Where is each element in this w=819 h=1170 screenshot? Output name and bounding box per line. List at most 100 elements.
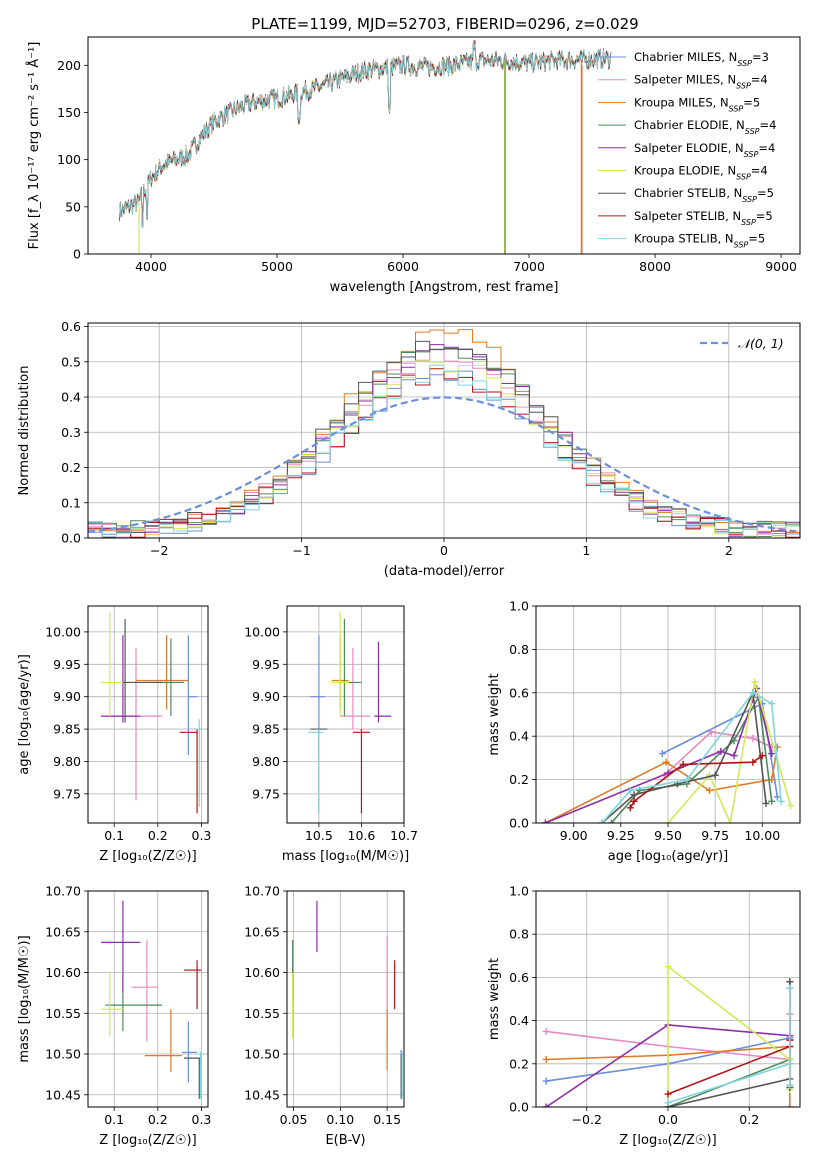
y-tick-label: 0.8 — [509, 927, 529, 942]
y-tick-label: 10.60 — [244, 965, 280, 980]
x-axis-label: E(B-V) — [325, 1133, 365, 1148]
y-tick-label: 1.0 — [509, 599, 529, 614]
weight-line — [601, 689, 767, 823]
y-tick-label: 150 — [57, 105, 81, 120]
plot-area — [542, 963, 794, 1107]
x-tick-label: 7000 — [513, 259, 545, 274]
y-tick-label: 10.70 — [45, 884, 81, 899]
y-axis-label: Flux [f_λ 10⁻¹⁷ erg cm⁻² s⁻¹ Å⁻¹] — [26, 42, 42, 250]
y-tick-label: 0.2 — [509, 772, 529, 787]
axes-frame — [535, 890, 801, 1108]
x-tick-label: 9.00 — [560, 828, 588, 843]
y-axis-label: mass weight — [487, 958, 502, 1040]
legend-label: Kroupa ELODIE, NSSP=4 — [634, 164, 768, 182]
weight-marker — [768, 700, 776, 708]
plot-area — [292, 900, 403, 1099]
y-tick-label: 0.0 — [509, 816, 529, 831]
spectrum-line — [119, 39, 612, 228]
residual-histogram — [88, 364, 800, 538]
weight-marker — [786, 1081, 794, 1089]
x-tick-label: 1 — [582, 543, 590, 558]
x-tick-label: 0.1 — [104, 828, 124, 843]
x-tick-label: 0 — [440, 543, 448, 558]
y-tick-label: 0.2 — [61, 460, 81, 475]
panel-z-vs-mass: 0.1 0.2 0.3 10.45 10.50 10.55 10.60 10.65 10.70 Z… — [17, 884, 211, 1149]
weight-marker — [542, 1077, 550, 1085]
axes-frame — [286, 605, 405, 824]
y-tick-label: 0.0 — [509, 1100, 529, 1115]
plot-area — [101, 612, 202, 814]
panel-age-vs-weight: 9.00 9.25 9.50 9.75 10.00 0.0 0.2 0.4 0.6 0.8 1.0 a… — [487, 599, 801, 864]
weight-marker — [768, 750, 776, 758]
x-tick-label: 0.3 — [192, 1112, 212, 1127]
panel-z-vs-age: 0.1 0.2 0.3 9.75 9.80 9.85 9.90 9.95 10.00 Z [log… — [17, 605, 212, 864]
y-tick-label: 0.3 — [61, 425, 81, 440]
y-tick-label: 9.80 — [53, 754, 81, 769]
y-axis-label: mass weight — [487, 673, 502, 755]
x-tick-label: 10.5 — [305, 828, 333, 843]
weight-marker — [658, 750, 666, 758]
y-tick-label: 10.50 — [45, 1047, 81, 1062]
axes-frame — [286, 890, 405, 1108]
y-axis-label: age [log₁₀(age/yr)] — [17, 654, 32, 775]
x-tick-label: 0.05 — [280, 1112, 308, 1127]
axes-frame — [535, 605, 801, 824]
x-tick-label: 0.3 — [192, 828, 212, 843]
weight-line — [667, 981, 791, 1107]
y-tick-label: 10.65 — [244, 924, 280, 939]
weight-marker — [749, 758, 757, 766]
gaussian-reference — [88, 396, 800, 533]
y-tick-label: 0.4 — [509, 1013, 529, 1028]
weight-marker — [607, 819, 615, 823]
plot-area — [308, 612, 392, 814]
y-tick-label: 10.55 — [45, 1006, 81, 1021]
weight-marker — [541, 819, 549, 823]
legend-label: 𝒩(0, 1) — [738, 336, 784, 351]
weight-marker — [730, 752, 738, 760]
weight-line — [610, 694, 773, 823]
weight-marker — [726, 819, 734, 823]
plot-area — [101, 900, 204, 1099]
y-tick-label: 10.70 — [244, 884, 280, 899]
x-tick-label: 10.7 — [390, 828, 418, 843]
x-tick-label: 9.50 — [654, 828, 682, 843]
x-tick-label: −0.2 — [572, 1112, 602, 1127]
y-tick-label: 10.00 — [45, 624, 81, 639]
x-tick-label: 9.25 — [607, 828, 635, 843]
plot-area — [541, 678, 795, 823]
x-tick-label: −2 — [150, 543, 168, 558]
weight-marker — [786, 1060, 794, 1068]
weight-marker — [664, 963, 672, 971]
x-tick-label: 9.75 — [701, 828, 729, 843]
y-tick-label: 10.55 — [244, 1006, 280, 1021]
weight-line — [667, 681, 792, 823]
axes-frame — [87, 36, 801, 255]
weight-marker — [705, 786, 713, 794]
weight-line — [545, 685, 773, 823]
y-tick-label: 0.1 — [61, 495, 81, 510]
y-tick-label: 10.50 — [244, 1047, 280, 1062]
x-tick-label: 0.2 — [148, 828, 168, 843]
y-tick-label: 0.2 — [509, 1056, 529, 1071]
weight-marker — [751, 678, 759, 686]
y-tick-label: 9.90 — [53, 689, 81, 704]
weight-marker — [679, 760, 687, 768]
panel-mass-vs-age: 10.5 10.6 10.7 9.75 9.80 9.85 9.90 9.95 10.00 mas… — [244, 605, 418, 864]
y-tick-label: 10.45 — [244, 1087, 280, 1102]
weight-marker — [598, 819, 606, 823]
y-tick-label: 9.80 — [252, 754, 280, 769]
y-tick-label: 10.65 — [45, 924, 81, 939]
weight-marker — [749, 689, 757, 697]
x-tick-label: 6000 — [387, 259, 419, 274]
plot-area — [119, 39, 612, 254]
x-tick-label: 0.1 — [104, 1112, 124, 1127]
weight-marker — [626, 786, 634, 794]
legend-label: Chabrier STELIB, NSSP=5 — [634, 186, 774, 204]
weight-marker — [786, 978, 794, 986]
x-tick-label: 0.2 — [148, 1112, 168, 1127]
weight-marker — [707, 728, 715, 736]
panel-spectrum: 4000 5000 6000 7000 8000 9000 0 50 100 150 200 wave… — [26, 36, 801, 295]
x-tick-label: 0.15 — [373, 1112, 401, 1127]
y-tick-label: 9.85 — [53, 722, 81, 737]
